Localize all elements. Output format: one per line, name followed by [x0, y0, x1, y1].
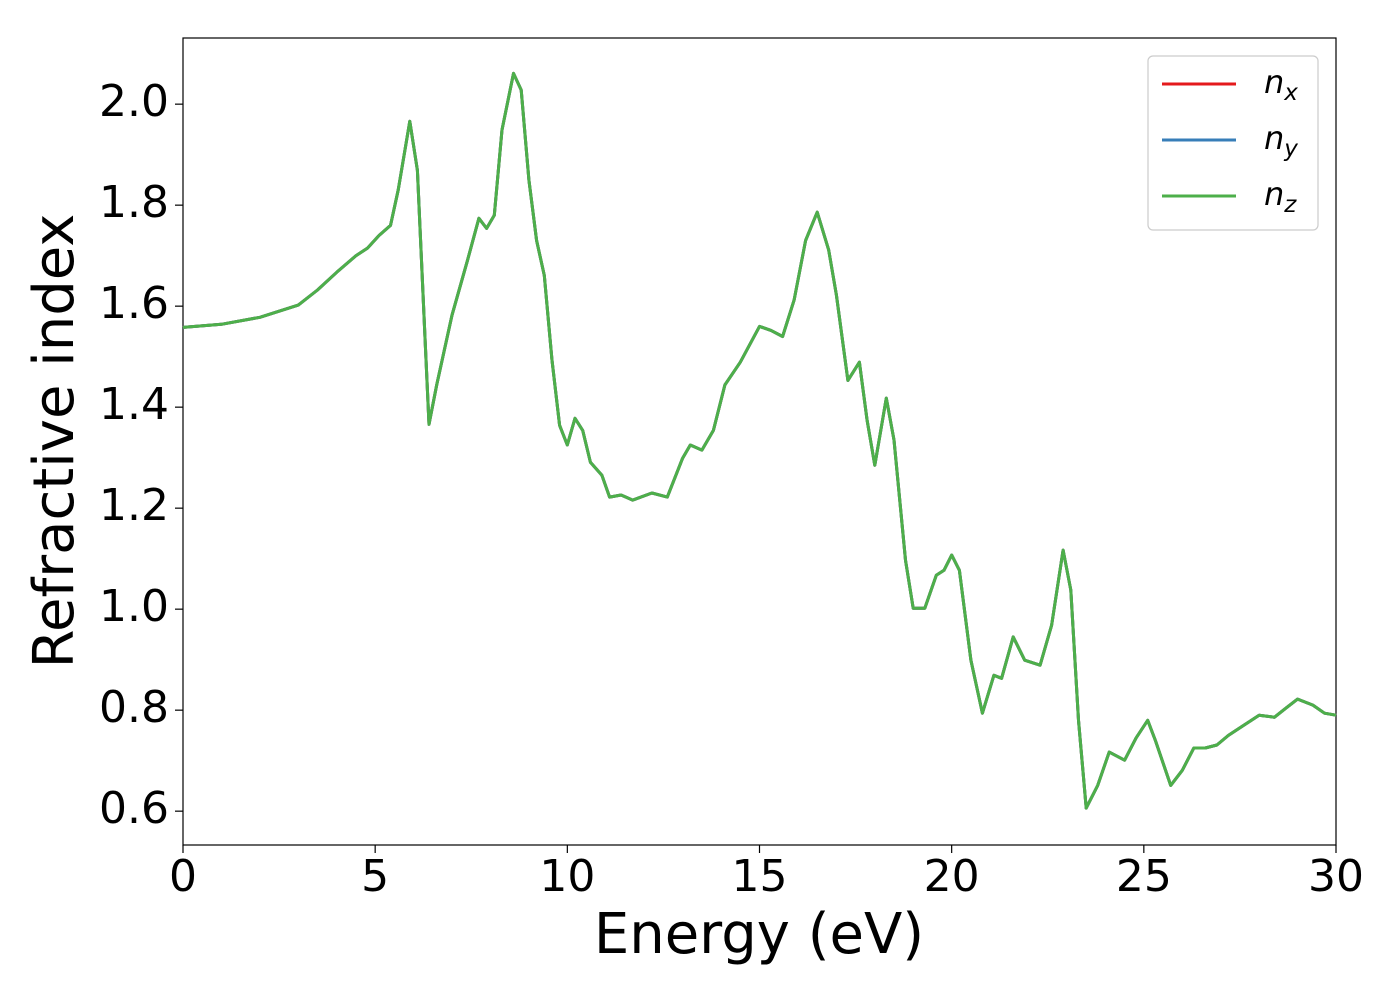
- x-tick-label: 30: [1308, 851, 1364, 902]
- y-tick-label: 1.8: [99, 177, 169, 228]
- legend-label: nx: [1264, 63, 1298, 106]
- x-tick-label: 0: [169, 851, 197, 902]
- y-tick-label: 1.0: [99, 581, 169, 632]
- x-tick-label: 10: [539, 851, 595, 902]
- y-tick-label: 1.4: [99, 379, 169, 430]
- legend-box: [1147, 55, 1319, 231]
- y-tick-label: 1.6: [99, 278, 169, 329]
- x-axis-label: Energy (eV): [594, 902, 924, 967]
- y-tick-label: 0.8: [99, 682, 169, 733]
- y-tick-label: 2.0: [99, 76, 169, 127]
- x-tick-label: 15: [732, 851, 788, 902]
- series-line: [182, 71, 1337, 810]
- legend-label: ny: [1264, 119, 1298, 162]
- x-tick-label: 25: [1116, 851, 1172, 902]
- y-tick-label: 1.2: [99, 480, 169, 531]
- x-tick-label: 20: [924, 851, 980, 902]
- x-tick-label: 5: [361, 851, 389, 902]
- y-axis-label: Refractive index: [22, 214, 87, 669]
- legend-label: nz: [1264, 175, 1297, 218]
- y-tick-label: 0.6: [99, 783, 169, 834]
